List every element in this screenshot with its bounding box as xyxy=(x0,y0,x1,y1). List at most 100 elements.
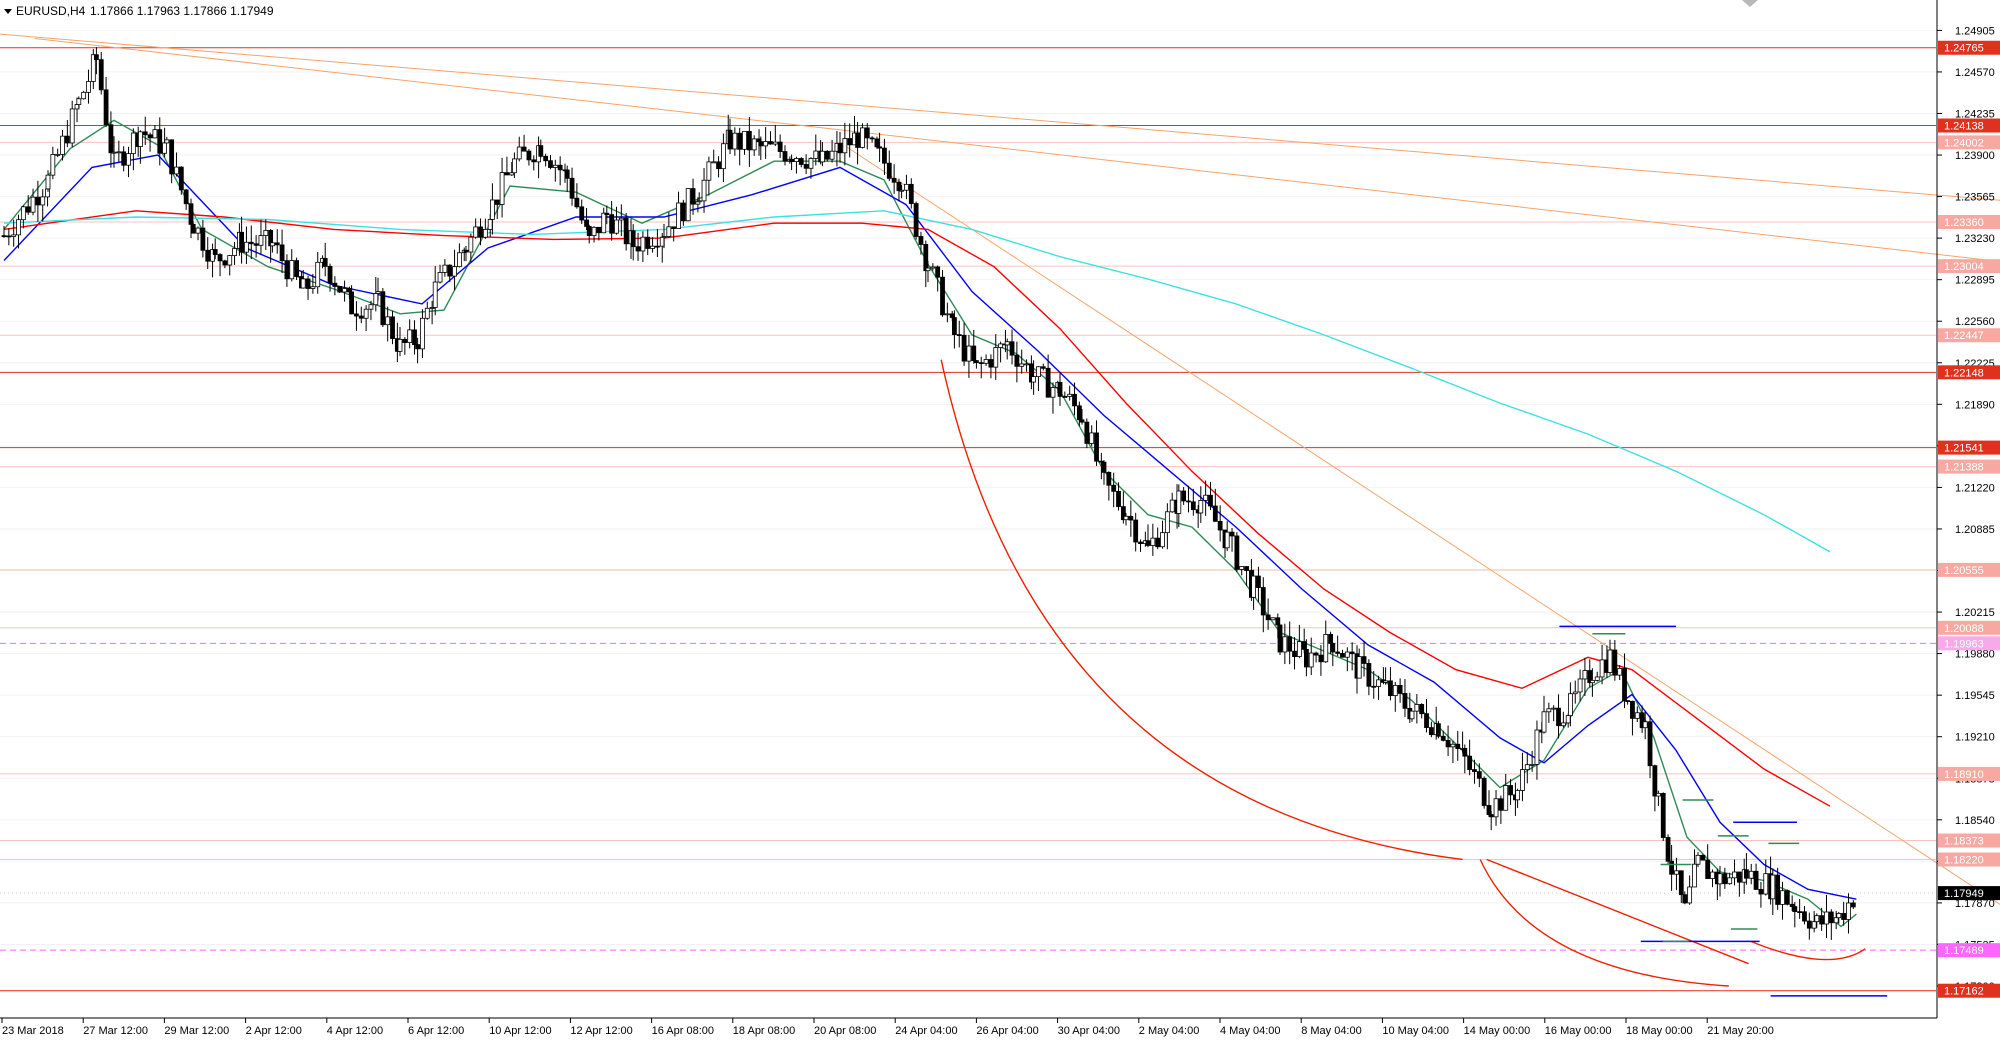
candle-body xyxy=(1682,894,1688,904)
candle-body xyxy=(1275,617,1281,626)
candle-body xyxy=(1328,634,1333,644)
candle-body xyxy=(1486,805,1492,815)
candle-body xyxy=(1594,676,1600,681)
time-axis[interactable]: 23 Mar 2018 27 Mar 12:00 29 Mar 12:00 2 Apr… xyxy=(1,1018,1774,1037)
candle-body xyxy=(375,291,381,294)
moving-averages xyxy=(3,119,1857,928)
candle-body xyxy=(111,151,117,154)
candle-body xyxy=(552,164,558,168)
candle-body xyxy=(142,131,148,136)
price-level-tag-label: 1.20555 xyxy=(1944,565,1984,577)
candle-body xyxy=(896,181,902,192)
price-level-tag xyxy=(1938,943,2000,958)
chart-shift-marker-icon[interactable] xyxy=(1742,0,1758,7)
time-tick-label: 20 Apr 08:00 xyxy=(814,1025,876,1037)
candle-body xyxy=(1780,890,1785,905)
price-level-tag xyxy=(1938,636,2000,651)
time-tick-label: 18 May 00:00 xyxy=(1626,1025,1693,1037)
candle-body xyxy=(671,226,677,229)
price-tick-label: 1.24570 xyxy=(1955,67,1995,79)
candle-body xyxy=(1292,650,1297,657)
candle-body xyxy=(803,164,809,169)
candle-body xyxy=(1727,877,1733,885)
price-level-tag xyxy=(1938,562,2000,577)
candle-body xyxy=(1133,519,1139,543)
candle-body xyxy=(1828,911,1834,924)
candle-body xyxy=(424,307,430,319)
candle-body xyxy=(390,316,395,340)
candle-body xyxy=(289,260,295,280)
candle-body xyxy=(368,304,374,310)
candle-body xyxy=(1753,870,1759,890)
candle-body xyxy=(1212,505,1218,522)
candle-body xyxy=(1111,484,1117,492)
candle-body xyxy=(1304,648,1309,668)
candle-body xyxy=(1590,679,1595,684)
candle-body xyxy=(904,183,909,191)
price-level-tag xyxy=(1938,983,2000,998)
candle-body xyxy=(509,172,515,176)
price-level-tag-label: 1.18910 xyxy=(1944,769,1984,781)
candle-body xyxy=(974,360,979,364)
candle-body xyxy=(188,203,194,225)
current-price-tag-label: 1.17949 xyxy=(1944,888,1984,900)
price-tick-label: 1.20215 xyxy=(1955,607,1995,619)
candle-body xyxy=(1036,366,1041,378)
candle-body xyxy=(1024,363,1029,366)
candle-body xyxy=(650,245,655,249)
price-level-tag xyxy=(1938,259,2000,274)
candle-body xyxy=(420,317,425,350)
candle-body xyxy=(1181,490,1187,502)
candle-body xyxy=(1402,693,1408,709)
candle-body xyxy=(327,266,333,284)
candle-body xyxy=(727,129,733,150)
candle-body xyxy=(94,54,99,61)
candle-body xyxy=(315,261,321,288)
candle-body xyxy=(354,313,359,317)
candle-body xyxy=(1383,680,1388,683)
candle-body xyxy=(531,159,537,163)
candle-body xyxy=(1155,537,1161,548)
candle-body xyxy=(1440,735,1446,741)
candle-body xyxy=(1824,911,1829,925)
candle-body xyxy=(487,218,493,230)
trendline xyxy=(0,33,2000,201)
price-tick-label: 1.22895 xyxy=(1955,275,1995,287)
candle-body xyxy=(777,141,783,152)
candle-body xyxy=(482,229,488,238)
candle-body xyxy=(1392,684,1398,697)
candle-body xyxy=(623,217,629,245)
candle-body xyxy=(1198,500,1204,514)
arc-drawing xyxy=(1479,859,1729,987)
candle-body xyxy=(1722,873,1728,885)
arc-drawing xyxy=(940,359,1463,861)
candle-body xyxy=(1397,684,1403,694)
price-axis[interactable]: 1.24905 1.24570 1.24235 1.23900 1.23565 1.232… xyxy=(1937,25,2000,998)
candle-body xyxy=(45,174,51,190)
candle-body xyxy=(1802,911,1807,922)
candle-body xyxy=(1128,515,1134,521)
candle-body xyxy=(952,317,957,335)
candle-body xyxy=(402,338,408,343)
candle-body xyxy=(564,169,570,179)
candle-body xyxy=(690,188,696,205)
candle-body xyxy=(64,135,70,144)
candle-body xyxy=(499,172,505,205)
candle-body xyxy=(1229,531,1235,537)
candle-body xyxy=(746,130,752,151)
candle-body xyxy=(1503,785,1509,811)
time-tick-label: 30 Apr 04:00 xyxy=(1058,1025,1120,1037)
candle-body xyxy=(891,177,897,183)
candle-body xyxy=(886,162,892,179)
candle-body xyxy=(55,153,61,156)
candle-body xyxy=(930,266,936,269)
candle-body xyxy=(1784,890,1790,905)
symbol-menu-arrow-icon[interactable] xyxy=(4,9,12,14)
candle-body xyxy=(1050,387,1056,398)
price-level-tag xyxy=(1938,365,2000,380)
candle-body xyxy=(1419,704,1425,715)
candle-body xyxy=(121,151,127,166)
